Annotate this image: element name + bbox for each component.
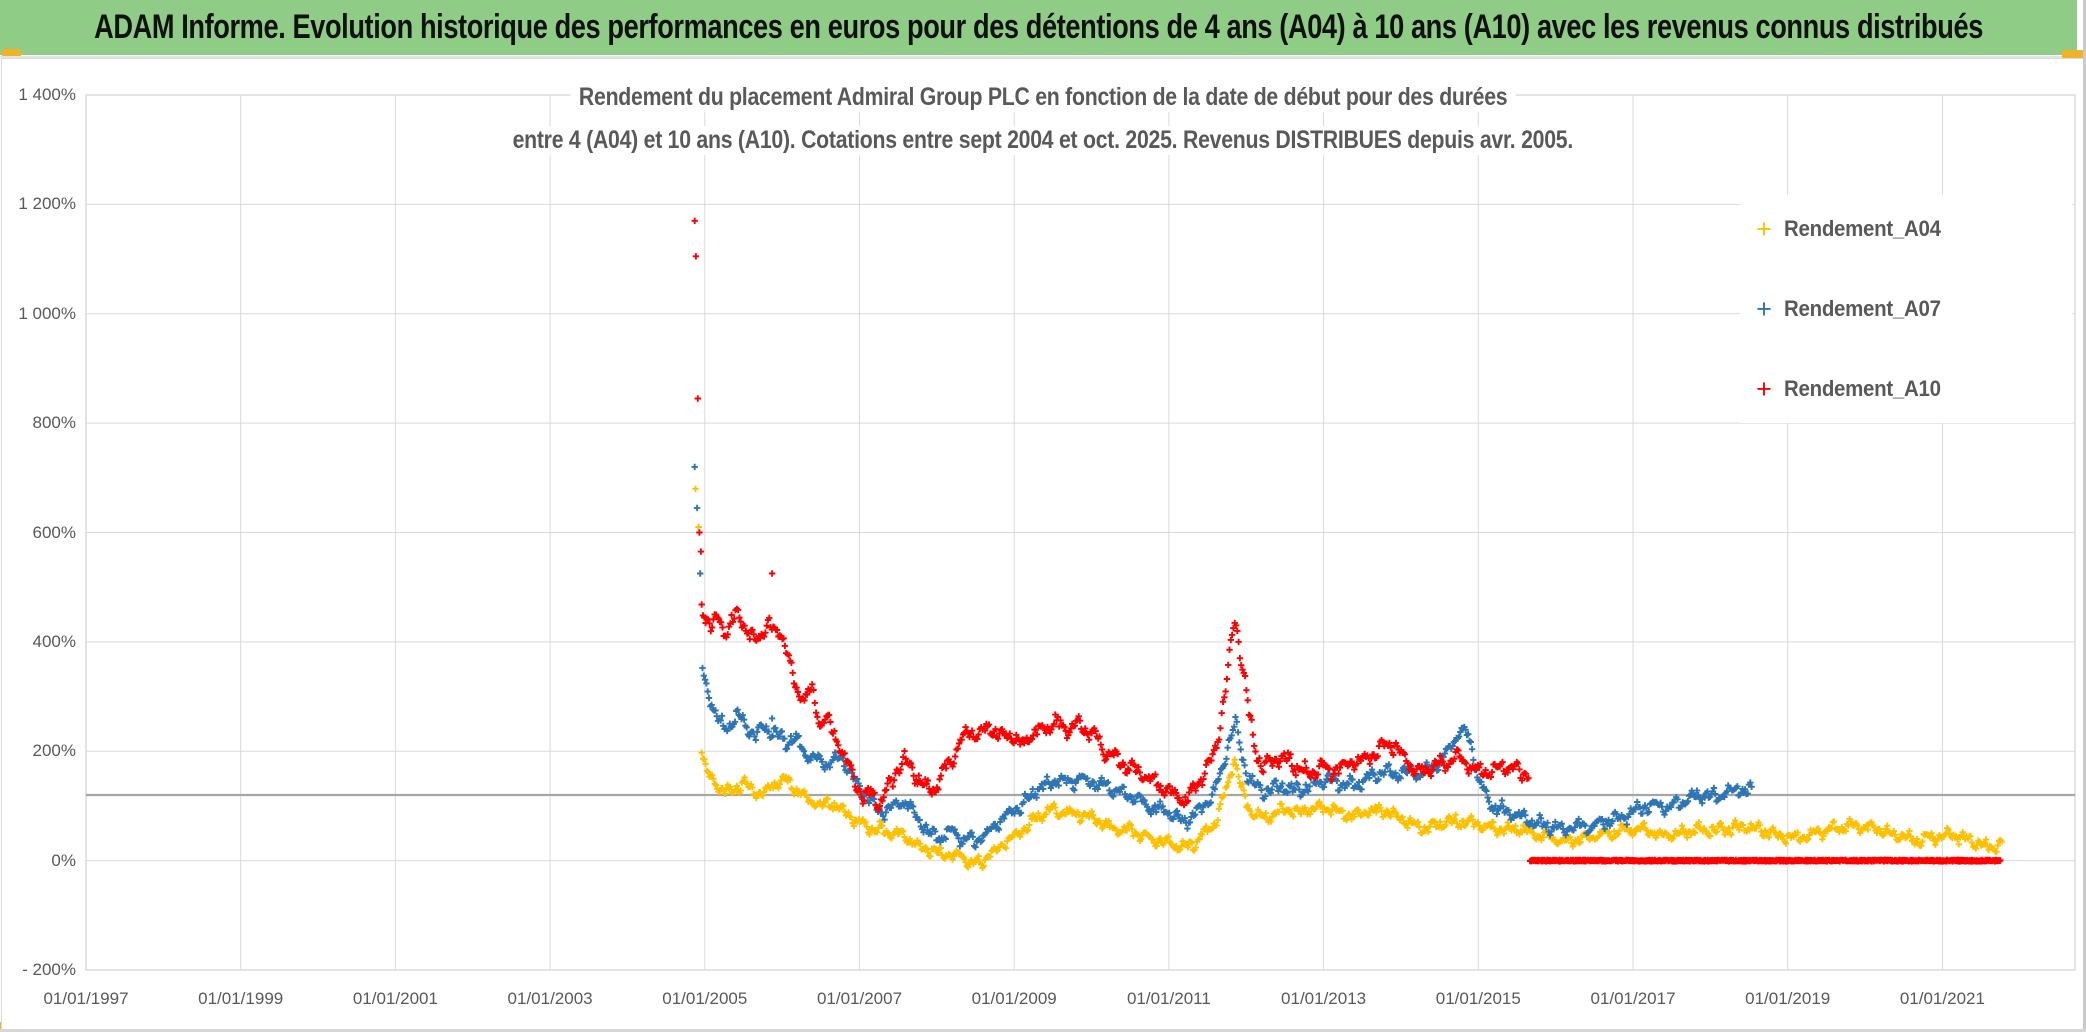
legend-label-a07: Rendement_A07 (1784, 296, 1941, 321)
legend-item-a07: + Rendement_A07 (1740, 291, 2072, 327)
banner-separator (0, 56, 2086, 58)
y-tick-label: 400% (32, 631, 76, 651)
legend: + Rendement_A04 + Rendement_A07 + Rendem… (1740, 195, 2072, 423)
x-tick-label: 01/01/1997 (43, 989, 129, 1008)
window-edge-bottom (0, 1029, 2086, 1032)
x-tick-label: 01/01/2007 (816, 989, 903, 1008)
chart-area (1, 58, 2085, 1030)
y-tick-label: 200% (32, 741, 76, 761)
chart-title-line1: Rendement du placement Admiral Group PLC… (570, 83, 1516, 112)
window-edge-right (2083, 0, 2086, 1032)
x-tick-label: 01/01/2019 (1745, 989, 1831, 1008)
x-tick-label: 01/01/2015 (1435, 989, 1521, 1008)
legend-label-a04: Rendement_A04 (1784, 216, 1941, 241)
y-tick-label: 1 400% (18, 85, 76, 104)
legend-item-a04: + Rendement_A04 (1740, 211, 2072, 247)
x-tick-label: 01/01/2011 (1126, 989, 1211, 1008)
series-Rendement_A04 (692, 485, 2005, 872)
chart-title: Rendement du placement Admiral Group PLC… (0, 76, 2086, 162)
x-tick-label: 01/01/2001 (352, 989, 438, 1008)
x-tick-label: 01/01/2021 (1899, 989, 1985, 1008)
legend-item-a10: + Rendement_A10 (1740, 371, 2072, 407)
y-tick-label: 1 200% (18, 194, 76, 214)
y-tick-label: 0% (51, 850, 76, 870)
plus-marker-icon: + (1756, 373, 1772, 404)
banner: ADAM Informe. Evolution historique des p… (0, 0, 2077, 55)
plus-marker-icon: + (1756, 213, 1772, 244)
banner-title: ADAM Informe. Evolution historique des p… (94, 8, 1983, 46)
y-tick-label: 1 000% (18, 303, 76, 323)
y-tick-label: 800% (32, 413, 76, 433)
gold-accent-under-banner-left (2, 49, 21, 56)
chart-title-line2: entre 4 (A04) et 10 ans (A10). Cotations… (504, 126, 1582, 155)
chart-title-line1-row: Rendement du placement Admiral Group PLC… (0, 76, 2086, 119)
series-Rendement_A10 (691, 217, 2004, 865)
x-tick-label: 01/01/2017 (1590, 989, 1676, 1008)
y-tick-label: 600% (32, 522, 76, 542)
x-tick-label: 01/01/2013 (1281, 989, 1367, 1008)
x-tick-label: 01/01/2005 (662, 989, 748, 1008)
x-tick-label: 01/01/1999 (198, 989, 284, 1008)
chart-title-line2-row: entre 4 (A04) et 10 ans (A10). Cotations… (0, 119, 2086, 162)
plus-marker-icon: + (1756, 293, 1772, 324)
x-tick-label: 01/01/2009 (971, 989, 1057, 1008)
series-Rendement_A07 (691, 463, 1755, 851)
y-tick-label: - 200% (22, 960, 76, 979)
x-tick-label: 01/01/2003 (507, 989, 593, 1008)
legend-label-a10: Rendement_A10 (1784, 376, 1941, 401)
